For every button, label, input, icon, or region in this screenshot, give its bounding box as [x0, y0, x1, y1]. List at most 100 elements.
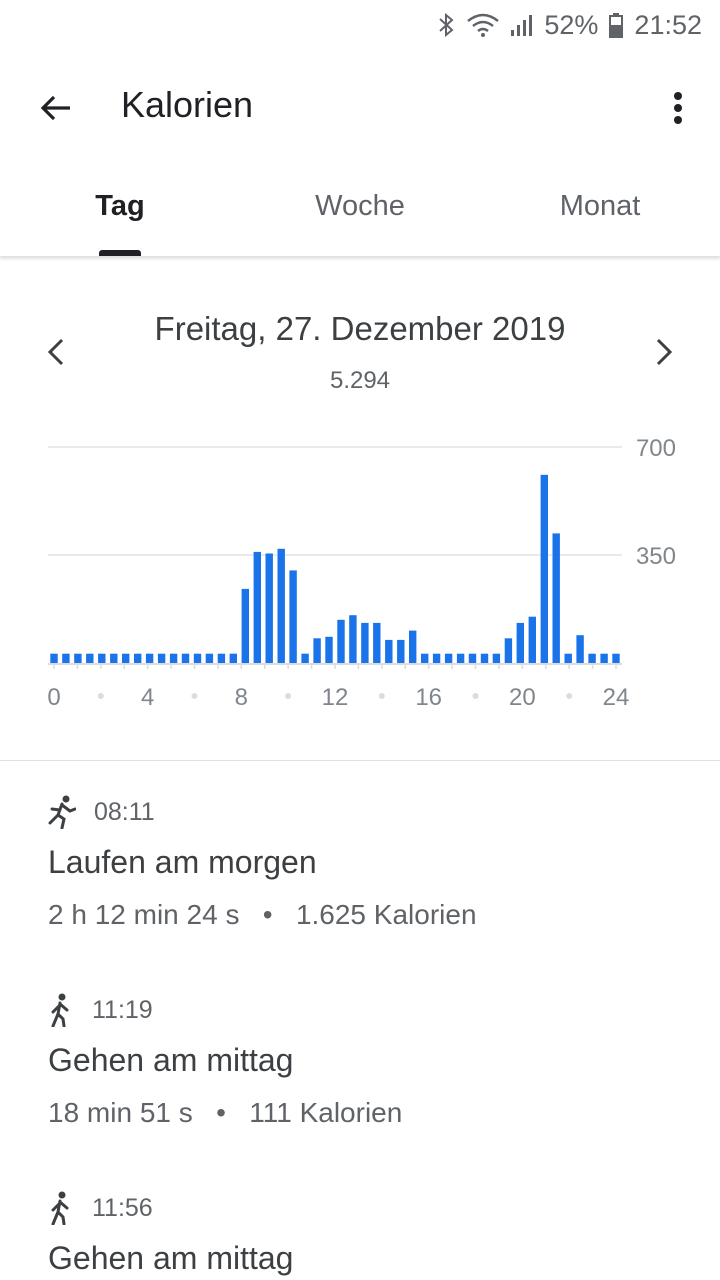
battery-percent: 52%	[544, 9, 599, 40]
walking-icon	[51, 1191, 69, 1225]
clock: 21:52	[634, 9, 702, 40]
chart-bar	[74, 653, 82, 663]
chart-bar	[253, 551, 261, 663]
chart-bar	[385, 639, 393, 663]
wifi-icon	[466, 12, 500, 38]
activity-item[interactable]: 11:19 Gehen am mittag 18 min 51 s • 111 …	[48, 990, 688, 1129]
activity-title: Gehen am mittag	[48, 1042, 294, 1078]
chart-bar	[122, 653, 130, 663]
chart-bar	[313, 638, 321, 663]
activity-title: Gehen am mittag	[48, 1240, 294, 1276]
y-tick-label: 350	[636, 543, 676, 570]
period-tabs: Tag Woche Monat	[0, 160, 720, 257]
chart-bar	[588, 653, 596, 663]
x-tick-label: 12	[322, 684, 349, 711]
signal-icon	[510, 12, 534, 38]
calorie-chart[interactable]: 700 350 0 4 8 12 16 20 24	[0, 420, 720, 720]
x-minor-tick-dot	[285, 693, 292, 699]
activity-time: 11:56	[92, 1193, 153, 1222]
chart-bar	[241, 588, 249, 663]
x-minor-tick-dot	[97, 693, 104, 699]
chart-bar	[397, 639, 405, 663]
chart-bar	[432, 653, 441, 663]
chart-bar	[169, 653, 178, 663]
chart-bar	[50, 653, 58, 663]
chart-bar	[217, 653, 226, 663]
chart-bar	[337, 619, 345, 663]
x-minor-tick-dot	[472, 693, 479, 699]
chart-bar	[205, 653, 214, 663]
chart-bar	[277, 548, 285, 663]
tab-tag[interactable]: Tag	[95, 190, 145, 222]
tab-monat[interactable]: Monat	[559, 190, 641, 222]
separator-dot: •	[247, 899, 289, 930]
activity-details: 2 h 12 min 24 s • 1.625 Kalorien	[48, 899, 688, 931]
previous-day-button[interactable]	[36, 332, 76, 372]
chart-bar	[98, 653, 106, 663]
chart-bar	[480, 653, 489, 663]
chart-bar	[110, 653, 118, 663]
status-bar: 52% 21:52	[0, 0, 720, 50]
chart-bar	[492, 653, 501, 663]
chart-bar	[181, 653, 190, 663]
selected-date: Freitag, 27. Dezember 2019	[154, 310, 566, 347]
separator-dot: •	[200, 1097, 242, 1128]
chart-bar	[576, 635, 584, 663]
x-minor-tick-dot	[566, 693, 573, 699]
x-tick-label: 4	[141, 684, 154, 711]
chart-bar	[325, 636, 333, 663]
activity-details: 18 min 51 s • 111 Kalorien	[48, 1097, 688, 1129]
chart-bar	[516, 622, 524, 663]
x-tick-label: 16	[415, 684, 442, 711]
calorie-bar-chart: 700 350 0 4 8 12 16 20 24	[47, 435, 676, 711]
chart-bar	[157, 653, 166, 663]
more-options-button[interactable]	[658, 82, 698, 134]
chart-bar	[361, 622, 369, 663]
x-minor-tick-dot	[191, 693, 198, 699]
tab-woche[interactable]: Woche	[315, 190, 405, 222]
chart-bar	[444, 653, 453, 663]
x-tick-label: 0	[47, 684, 60, 711]
chart-bar	[600, 653, 608, 663]
chart-bar	[301, 653, 309, 663]
chart-bar	[456, 653, 465, 663]
chart-bar	[86, 653, 94, 663]
chevron-left-icon	[47, 338, 64, 366]
chart-bar	[468, 653, 477, 663]
activity-time: 08:11	[94, 797, 155, 826]
activity-calories: 1.625 Kalorien	[295, 899, 477, 930]
walking-icon	[51, 993, 69, 1027]
battery-icon	[608, 12, 624, 38]
chevron-right-icon	[656, 338, 673, 366]
chart-bar	[552, 533, 560, 663]
more-vert-icon	[674, 92, 682, 124]
y-tick-label: 700	[636, 435, 676, 462]
chart-bar	[134, 653, 142, 663]
activity-calories: 111 Kalorien	[249, 1097, 403, 1128]
chart-bar	[373, 622, 381, 663]
chart-bar	[289, 570, 297, 663]
back-button[interactable]	[30, 82, 82, 134]
activity-title: Laufen am morgen	[48, 844, 317, 880]
activity-time: 11:19	[92, 995, 153, 1024]
next-day-button[interactable]	[644, 332, 684, 372]
daily-total-calories: 5.294	[329, 367, 391, 394]
activity-item[interactable]: 11:56 Gehen am mittag	[48, 1188, 688, 1277]
chart-bar	[504, 638, 513, 663]
x-minor-tick-dot	[378, 693, 385, 699]
x-tick-label: 20	[509, 684, 536, 711]
chart-bar	[349, 615, 357, 663]
arrow-back-icon	[40, 95, 70, 121]
chart-bar	[528, 616, 536, 663]
active-tab-indicator	[99, 250, 141, 256]
bluetooth-icon	[436, 12, 456, 38]
activity-item[interactable]: 08:11 Laufen am morgen 2 h 12 min 24 s •…	[48, 792, 688, 931]
x-tick-label: 8	[235, 684, 248, 711]
chart-bar	[540, 474, 548, 663]
x-tick-label: 24	[603, 684, 630, 711]
chart-bar	[564, 653, 572, 663]
app-bar: Kalorien	[0, 56, 720, 156]
chart-bar	[409, 630, 417, 663]
section-divider	[0, 760, 720, 761]
activity-duration: 18 min 51 s	[48, 1097, 193, 1128]
